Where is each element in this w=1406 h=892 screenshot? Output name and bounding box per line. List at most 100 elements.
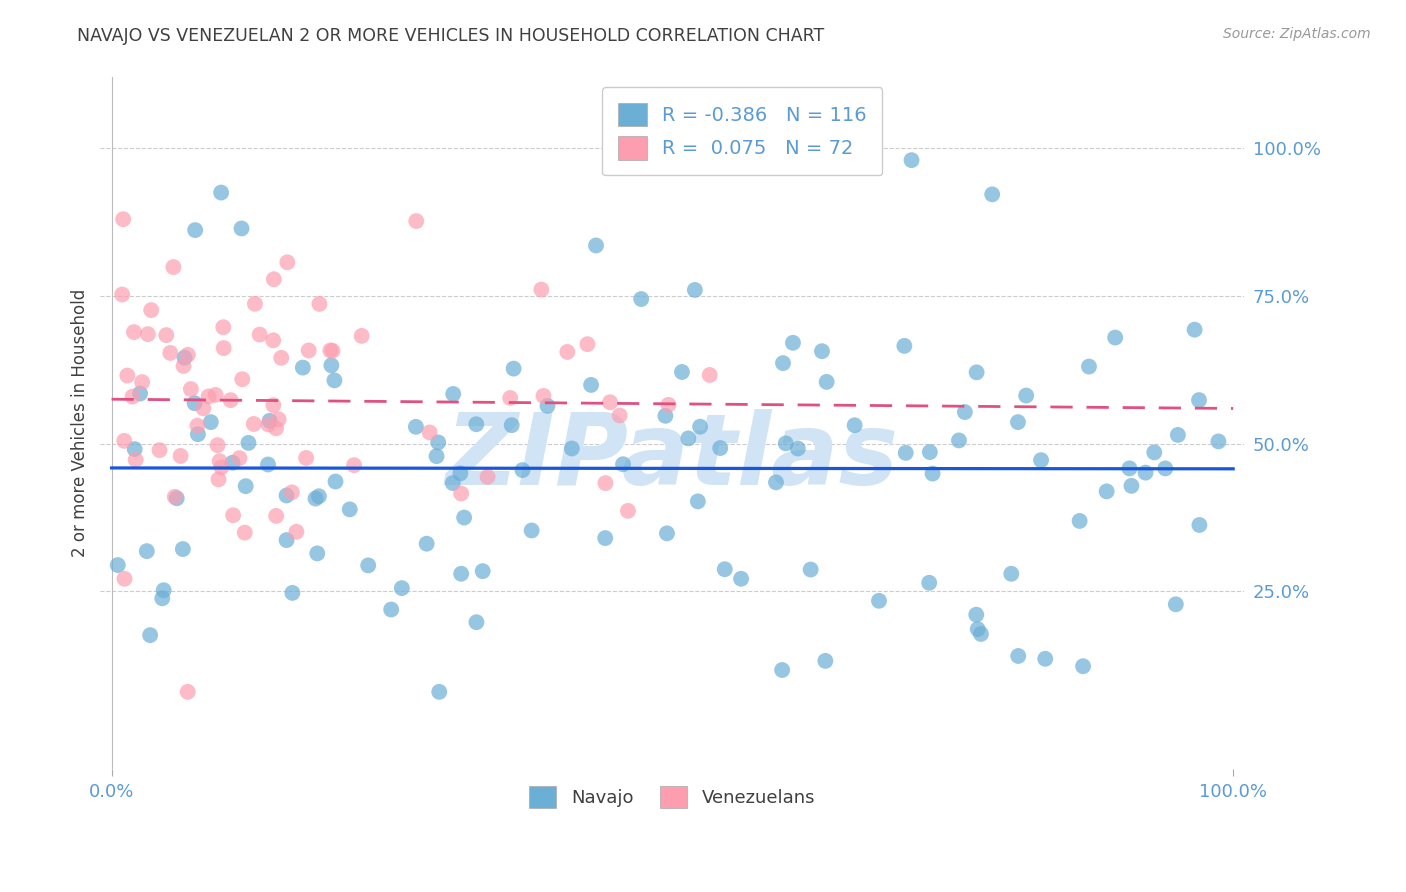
Point (197, 389, 219, 403)
Point (177, 685, 200, 699)
Point (307, 546, 329, 560)
Point (477, 470, 499, 484)
Point (169, 449, 191, 463)
Point (259, 414, 281, 428)
Point (380, 602, 402, 616)
Point (1078, 359, 1101, 374)
Point (207, 438, 229, 452)
Point (235, 479, 257, 493)
Point (243, 297, 266, 311)
Point (183, 396, 205, 410)
Point (1118, 461, 1140, 475)
Point (441, 387, 464, 401)
Point (450, 486, 472, 500)
Point (112, 212, 135, 227)
Point (139, 628, 162, 642)
Point (1188, 518, 1211, 533)
Point (678, 431, 700, 445)
Point (981, 187, 1004, 202)
Point (1033, 652, 1056, 666)
Point (238, 436, 260, 450)
Point (308, 489, 330, 503)
Point (617, 504, 640, 518)
Point (405, 214, 427, 228)
Point (295, 450, 318, 465)
Point (180, 382, 202, 396)
Point (325, 475, 347, 489)
Point (471, 564, 494, 578)
Point (159, 346, 181, 360)
Point (530, 283, 553, 297)
Point (868, 594, 890, 608)
Point (242, 417, 264, 431)
Point (212, 341, 235, 355)
Point (184, 223, 207, 237)
Point (257, 458, 280, 472)
Point (148, 443, 170, 458)
Point (162, 260, 184, 274)
Point (1029, 453, 1052, 467)
Point (285, 524, 308, 539)
Point (765, 475, 787, 490)
Point (1104, 330, 1126, 344)
Point (921, 467, 943, 481)
Point (204, 388, 226, 402)
Point (233, 525, 256, 540)
Point (1071, 659, 1094, 673)
Point (211, 460, 233, 475)
Point (222, 508, 245, 523)
Point (654, 409, 676, 423)
Point (918, 445, 941, 459)
Point (730, 572, 752, 586)
Point (193, 401, 215, 416)
Point (772, 356, 794, 370)
Point (966, 622, 988, 636)
Point (173, 359, 195, 373)
Point (1184, 323, 1206, 337)
Point (1015, 388, 1038, 402)
Point (200, 415, 222, 429)
Point (219, 393, 242, 408)
Point (221, 456, 243, 470)
Point (321, 359, 343, 373)
Point (1188, 393, 1211, 408)
Point (770, 663, 793, 677)
Point (709, 441, 731, 455)
Point (425, 449, 447, 463)
Point (1164, 597, 1187, 611)
Point (953, 405, 976, 419)
Point (465, 615, 488, 630)
Point (655, 526, 678, 541)
Point (775, 436, 797, 450)
Point (686, 494, 709, 508)
Point (405, 419, 427, 434)
Point (357, 558, 380, 573)
Point (671, 365, 693, 379)
Point (585, 238, 607, 252)
Point (501, 418, 523, 433)
Point (136, 327, 159, 342)
Point (270, 351, 292, 365)
Point (112, 434, 135, 448)
Point (262, 398, 284, 412)
Y-axis label: 2 or more Vehicles in Household: 2 or more Vehicles in Household (72, 289, 89, 558)
Point (152, 583, 174, 598)
Point (699, 368, 721, 382)
Point (427, 435, 450, 450)
Point (350, 329, 373, 343)
Point (1154, 461, 1177, 475)
Point (121, 390, 143, 404)
Point (122, 325, 145, 339)
Point (163, 490, 186, 504)
Point (262, 334, 284, 348)
Point (609, 409, 631, 423)
Point (276, 255, 298, 269)
Point (1000, 566, 1022, 581)
Point (918, 575, 941, 590)
Point (1167, 428, 1189, 442)
Point (419, 425, 441, 440)
Point (533, 389, 555, 403)
Point (155, 328, 177, 343)
Point (965, 607, 987, 622)
Point (186, 418, 208, 433)
